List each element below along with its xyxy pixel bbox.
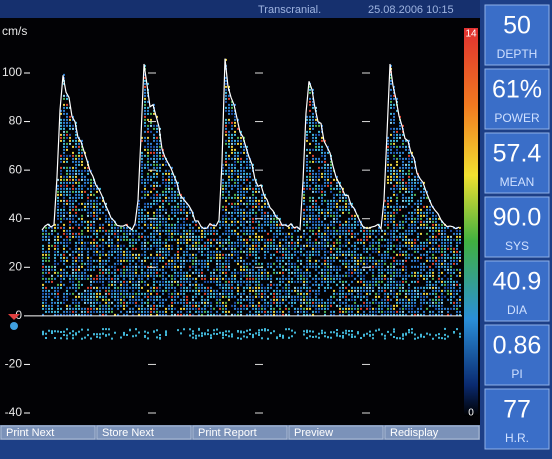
button-label: Store Next <box>102 427 154 439</box>
y-tick-label: 60 <box>9 162 23 176</box>
readout-value: 61% <box>492 76 542 104</box>
y-tick-label: -20 <box>5 357 23 371</box>
page: Transcranial. 25.08.2006 10:15 cm/s 14 0… <box>0 0 552 454</box>
readout-label: DEPTH <box>497 47 538 61</box>
colorbar-bottom: 0 <box>468 408 474 419</box>
button-label: Print Report <box>198 427 257 439</box>
buttons: Print Next Store Next Print Report Preview R… <box>1 426 479 439</box>
colorbar-top: 14 <box>465 29 477 40</box>
y-tick-label: 100 <box>2 65 22 79</box>
button[interactable]: Print Report <box>193 426 287 439</box>
readout-label: POWER <box>494 111 540 125</box>
button[interactable]: Redisplay <box>385 426 479 439</box>
y-tick-label: 40 <box>9 211 23 225</box>
readout-label: PI <box>511 367 522 381</box>
readout-value: 0.86 <box>493 332 542 360</box>
y-tick-label: -40 <box>5 405 23 419</box>
screen: Transcranial. 25.08.2006 10:15 cm/s 14 0… <box>0 0 552 454</box>
mode-label: Transcranial. <box>258 4 321 16</box>
readout-label: H.R. <box>505 431 529 445</box>
readout-value: 50 <box>503 12 531 40</box>
readout-label: SYS <box>505 239 529 253</box>
colorbar <box>464 28 478 416</box>
readout-value: 90.0 <box>493 204 542 232</box>
readout-label: MEAN <box>500 175 535 189</box>
readout-panel: 50 DEPTH 61% POWER 57.4 MEAN 90.0 SYS 40.9 DIA 0.8… <box>485 5 549 449</box>
readout-value: 40.9 <box>493 268 542 296</box>
button-label: Redisplay <box>390 427 439 439</box>
button-label: Print Next <box>6 427 54 439</box>
button[interactable]: Print Next <box>1 426 95 439</box>
button[interactable]: Store Next <box>97 426 191 439</box>
y-tick-label: 20 <box>9 259 23 273</box>
unit-label: cm/s <box>2 24 27 38</box>
readout-value: 57.4 <box>493 140 542 168</box>
button-label: Preview <box>294 427 333 439</box>
readout-value: 77 <box>503 396 531 424</box>
baseline-marker-dot <box>10 322 18 330</box>
readout-label: DIA <box>507 303 527 317</box>
datetime: 25.08.2006 10:15 <box>368 4 454 16</box>
button[interactable]: Preview <box>289 426 383 439</box>
y-tick-label: 80 <box>9 114 23 128</box>
